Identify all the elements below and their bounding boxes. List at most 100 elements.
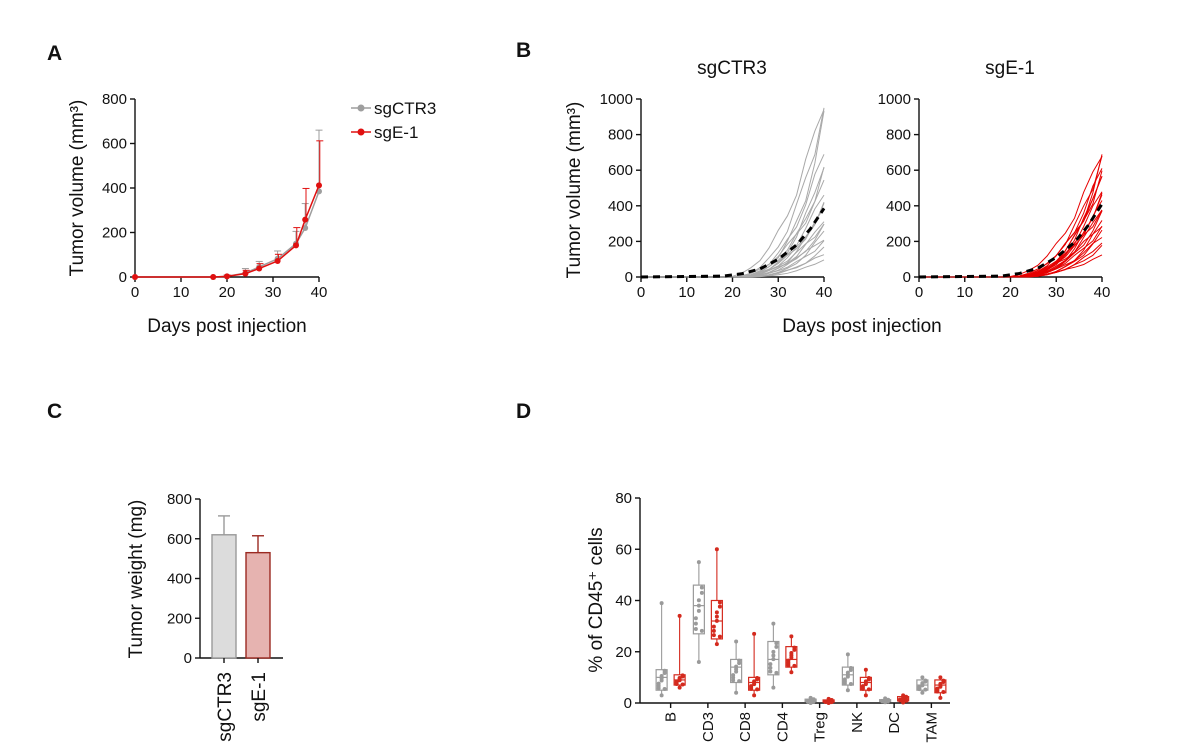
panel-d-dot-tam-sge1 bbox=[938, 681, 943, 686]
panel-b-sgctr3-x-tick-label: 10 bbox=[678, 284, 695, 301]
panel-d-dot-cd3-sge1 bbox=[714, 610, 719, 615]
panel-b-sge1-y-tick-label: 1000 bbox=[878, 91, 911, 108]
panel-d-dot-nk-sgctr3 bbox=[848, 666, 853, 671]
panel-b-sgctr3-mean-line bbox=[640, 207, 826, 279]
panel-d-dot-tam-sgctr3 bbox=[920, 681, 925, 686]
panel-d-dot-cd4-sgctr3 bbox=[768, 662, 773, 667]
panel-b-sge1-y-tick-label: 0 bbox=[903, 269, 911, 286]
panel-d-dot-b-sgctr3 bbox=[656, 681, 661, 686]
panel-d-dot-cd3-sgctr3 bbox=[693, 626, 698, 631]
panel-a-x-tick-label: 40 bbox=[311, 284, 328, 301]
panel-d-dot-cd4-sgctr3 bbox=[771, 657, 776, 662]
panel-d-x-tick-label-cd8: CD8 bbox=[737, 712, 754, 742]
panel-d-dot-nk-sge1 bbox=[863, 693, 868, 698]
panel-d-dot-treg-sge1 bbox=[826, 696, 831, 701]
panel-d-dot-cd8-sge1 bbox=[752, 693, 757, 698]
panel-d-dot-b-sgctr3 bbox=[659, 601, 664, 606]
panel-a-point-sge1 bbox=[132, 274, 138, 280]
panel-a-point-sge1 bbox=[293, 242, 299, 249]
panel-d-dot-tam-sgctr3 bbox=[923, 687, 928, 692]
panel-d-dot-b-sge1 bbox=[680, 682, 685, 687]
panel-b-sgctr3-y-tick-label: 800 bbox=[608, 127, 633, 144]
panel-a-x-tick-label: 30 bbox=[265, 284, 282, 301]
panel-d-dot-cd3-sgctr3 bbox=[693, 616, 698, 621]
panel-c-bar-sge1 bbox=[245, 551, 271, 659]
panel-d-dot-cd3-sgctr3 bbox=[696, 608, 701, 613]
panel-d-dot-tam-sge1 bbox=[938, 695, 943, 700]
panel-d-dot-cd4-sgctr3 bbox=[774, 641, 779, 646]
panel-b-sgctr3-y-tick-label: 1000 bbox=[600, 91, 633, 108]
legend-label-sge1: sgE-1 bbox=[374, 123, 418, 142]
panel-c-x-tick-label-sge1: sgE-1 bbox=[249, 672, 270, 722]
panel-d-dot-cd4-sgctr3 bbox=[771, 685, 776, 690]
panel-d-y-tick-label: 40 bbox=[615, 593, 632, 610]
panel-d-dot-b-sgctr3 bbox=[662, 686, 667, 691]
panel-a-y-tick-label: 200 bbox=[102, 225, 127, 242]
panel-d-x-tick-label-tam: TAM bbox=[923, 712, 940, 743]
legend-label-sgctr3: sgCTR3 bbox=[374, 99, 436, 118]
legend-marker-sge1 bbox=[357, 128, 365, 136]
panel-a-legend: sgCTR3 sgE-1 bbox=[351, 99, 436, 142]
panel-d-dot-treg-sgctr3 bbox=[811, 699, 816, 704]
panel-d-dot-dc-sge1 bbox=[898, 697, 903, 702]
panel-a-point-sge1 bbox=[274, 257, 281, 264]
panel-d-box-plot: % of CD45⁺ cells 0 20 40 60 80 B CD3 CD8 CD4 Treg… bbox=[586, 490, 950, 743]
panel-b-sge1-x-tick-label: 40 bbox=[1094, 284, 1111, 301]
panel-a-y-tick-label: 400 bbox=[102, 180, 127, 197]
panel-a-point-sge1 bbox=[242, 270, 249, 277]
panel-d-dot-treg-sgctr3 bbox=[805, 698, 810, 703]
panel-d-dot-cd3-sgctr3 bbox=[699, 585, 704, 590]
panel-d-dot-cd4-sge1 bbox=[792, 645, 797, 650]
panel-d-y-tick-label: 20 bbox=[615, 644, 632, 661]
panel-d-dot-cd3-sge1 bbox=[714, 642, 719, 647]
panel-d-dot-cd8-sge1 bbox=[755, 676, 760, 681]
panel-b-sgctr3-x-tick-label: 40 bbox=[816, 284, 833, 301]
panel-a-x-tick-label: 10 bbox=[173, 284, 190, 301]
panel-a-y-axis-label: Tumor volume (mm³) bbox=[67, 100, 88, 277]
panel-c-x-tick-label-sgctr3: sgCTR3 bbox=[215, 672, 236, 742]
panel-d-dot-cd4-sge1 bbox=[786, 658, 791, 663]
panel-d-dot-cd3-sgctr3 bbox=[696, 560, 701, 565]
panel-d-dot-tam-sgctr3 bbox=[920, 675, 925, 680]
panel-d-dot-tam-sgctr3 bbox=[923, 678, 928, 683]
panel-a-y-tick-label: 800 bbox=[102, 91, 127, 108]
panel-b-sgctr3-x-tick-label: 30 bbox=[770, 284, 787, 301]
panel-b-sge1-individual-line bbox=[919, 154, 1103, 278]
panel-b-sge1-x-tick-label: 20 bbox=[1002, 284, 1019, 301]
panel-d-dot-nk-sgctr3 bbox=[848, 681, 853, 686]
panel-d-dot-nk-sgctr3 bbox=[845, 652, 850, 657]
panel-d-dot-tam-sgctr3 bbox=[920, 690, 925, 695]
panel-d-dot-cd4-sgctr3 bbox=[768, 669, 773, 674]
panel-d-y-tick-label: 60 bbox=[615, 541, 632, 558]
panel-d-dot-tam-sge1 bbox=[938, 675, 943, 680]
panel-d-dot-cd4-sge1 bbox=[789, 650, 794, 655]
panel-d-dot-cd8-sgctr3 bbox=[737, 679, 742, 684]
panel-d-dot-cd4-sgctr3 bbox=[774, 644, 779, 649]
panel-label-d: D bbox=[516, 400, 531, 423]
panel-label-c: C bbox=[47, 400, 62, 423]
panel-d-dot-cd3-sgctr3 bbox=[699, 628, 704, 633]
panel-d-dot-treg-sgctr3 bbox=[808, 695, 813, 700]
panel-d-dot-dc-sge1 bbox=[901, 693, 906, 698]
panel-d-dot-dc-sgctr3 bbox=[883, 696, 888, 701]
panel-d-dot-cd4-sge1 bbox=[789, 670, 794, 675]
panel-a-y-tick-label: 600 bbox=[102, 136, 127, 153]
panel-d-dot-cd3-sge1 bbox=[711, 633, 716, 638]
panel-d-dot-b-sge1 bbox=[674, 679, 679, 684]
panel-d-dot-b-sgctr3 bbox=[662, 668, 667, 673]
panel-b-left-title: sgCTR3 bbox=[697, 58, 767, 79]
panel-d-dot-cd4-sgctr3 bbox=[771, 653, 776, 658]
panel-d-dot-cd3-sge1 bbox=[711, 628, 716, 633]
panel-d-dot-b-sge1 bbox=[677, 685, 682, 690]
panel-d-x-tick-label-dc: DC bbox=[886, 712, 903, 734]
panel-b-sge1-individual-line bbox=[919, 156, 1103, 278]
panel-d-x-tick-label-cd3: CD3 bbox=[700, 712, 717, 742]
panel-b-sgctr3-y-tick-label: 400 bbox=[608, 198, 633, 215]
panel-b-line-charts: Tumor volume (mm³) Days post injection s… bbox=[564, 58, 1110, 337]
panel-b-sge1-y-tick-label: 200 bbox=[886, 233, 911, 250]
panel-d-dot-nk-sgctr3 bbox=[845, 670, 850, 675]
panel-b-sge1-individual-line bbox=[919, 200, 1103, 278]
panel-b-sge1-individual-line bbox=[919, 254, 1103, 278]
panel-d-dot-cd4-sge1 bbox=[789, 634, 794, 639]
panel-b-right-title: sgE-1 bbox=[985, 58, 1035, 79]
